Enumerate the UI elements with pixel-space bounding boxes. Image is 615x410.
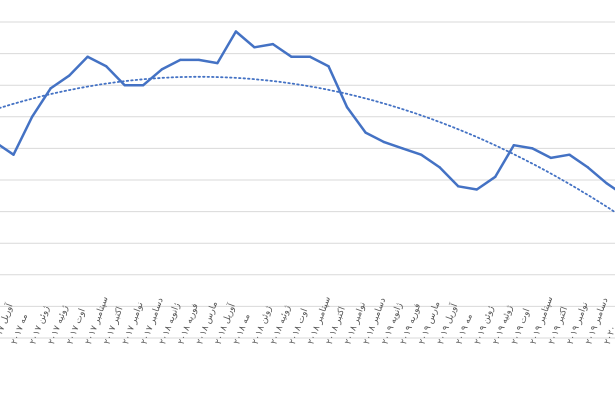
data-point <box>494 175 497 179</box>
data-point <box>30 115 34 119</box>
x-tick-label: مه ۲۰۱۹ <box>455 313 475 347</box>
data-point <box>327 65 330 68</box>
series-polyline <box>0 30 615 191</box>
data-point <box>67 74 71 77</box>
data-point <box>475 188 478 191</box>
data-point <box>605 181 608 185</box>
data-point <box>160 68 163 71</box>
data-point <box>142 84 145 87</box>
data-point <box>457 185 460 188</box>
data-point <box>197 58 201 62</box>
x-tick-label: مه ۲۰۱۷ <box>10 313 30 347</box>
data-point <box>549 156 553 160</box>
data-point <box>345 106 349 109</box>
x-tick-label: مه ۲۰۱۸ <box>232 313 252 347</box>
data-point <box>86 55 89 58</box>
data-point <box>401 147 404 150</box>
trendline-path <box>0 75 615 214</box>
data-point <box>308 55 312 58</box>
data-point <box>271 42 275 46</box>
data-point <box>253 46 256 49</box>
data-point <box>419 153 423 156</box>
data-point <box>382 140 386 144</box>
data-point <box>123 84 126 87</box>
data-point <box>234 30 238 33</box>
trendline <box>0 75 615 214</box>
data-point <box>216 61 219 65</box>
data-point <box>438 166 441 169</box>
data-point <box>104 65 108 68</box>
data-point <box>49 87 52 90</box>
data-point <box>531 147 534 150</box>
data-point <box>179 58 182 62</box>
data-point <box>512 144 516 147</box>
data-point <box>364 131 367 134</box>
gridlines <box>0 21 615 339</box>
data-point <box>568 153 571 156</box>
data-point <box>290 55 293 58</box>
series-line <box>0 30 615 191</box>
data-point <box>586 166 590 169</box>
data-point <box>12 153 15 156</box>
